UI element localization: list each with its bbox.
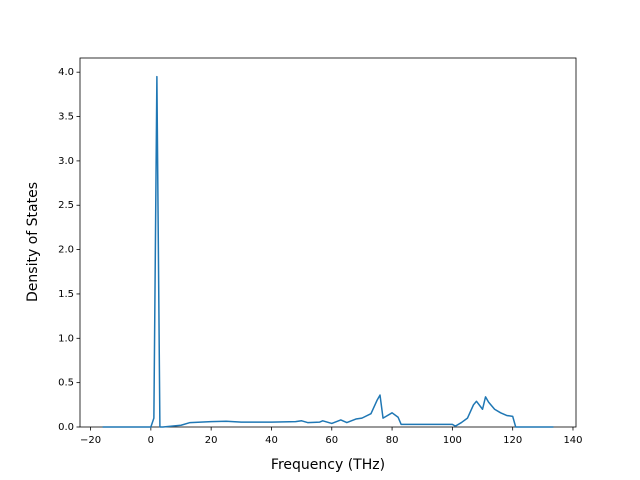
x-tick-label: 100 — [443, 435, 462, 446]
x-tick-label: 140 — [563, 435, 582, 446]
y-tick-label: 3.0 — [58, 156, 74, 167]
x-tick-label: 60 — [325, 435, 338, 446]
x-tick-label: 0 — [148, 435, 154, 446]
y-tick-label: 4.0 — [58, 67, 74, 78]
x-tick-label: 80 — [386, 435, 399, 446]
plot-frame — [79, 57, 577, 428]
y-tick-label: 1.5 — [58, 289, 74, 300]
x-tick-label: 120 — [503, 435, 522, 446]
dos-line — [102, 75, 554, 428]
y-tick-label: 2.0 — [58, 245, 74, 256]
y-tick-label: 0.5 — [58, 378, 74, 389]
y-axis-label: Density of States — [25, 182, 41, 302]
y-tick-label: 2.5 — [58, 200, 74, 211]
y-tick-label: 0.0 — [58, 422, 74, 433]
x-tick-label: 40 — [265, 435, 278, 446]
y-tick-label: 1.0 — [58, 333, 74, 344]
x-tick-label: −20 — [80, 435, 101, 446]
x-tick-label: 20 — [205, 435, 218, 446]
y-tick-label: 3.5 — [58, 112, 74, 123]
x-axis-label: Frequency (THz) — [271, 457, 385, 473]
